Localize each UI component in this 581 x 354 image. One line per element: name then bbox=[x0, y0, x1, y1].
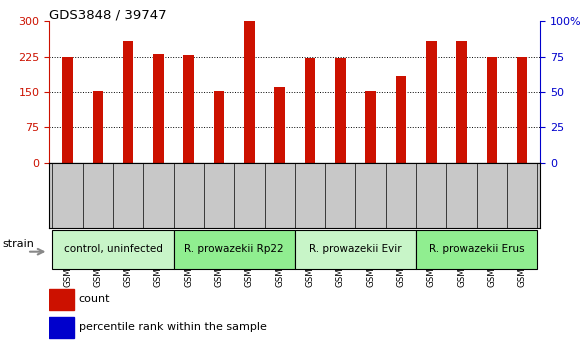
Bar bbox=[486, 57, 497, 163]
Bar bbox=[517, 57, 528, 163]
Bar bbox=[365, 91, 376, 163]
Bar bbox=[214, 91, 224, 163]
Bar bbox=[396, 75, 406, 163]
Bar bbox=[456, 41, 467, 163]
Text: percentile rank within the sample: percentile rank within the sample bbox=[79, 322, 267, 332]
Text: count: count bbox=[79, 294, 110, 304]
Text: GDS3848 / 39747: GDS3848 / 39747 bbox=[49, 9, 167, 22]
Bar bbox=[304, 58, 315, 163]
Bar bbox=[49, 317, 74, 338]
Bar bbox=[416, 230, 537, 269]
Bar bbox=[52, 230, 174, 269]
Text: strain: strain bbox=[2, 239, 34, 250]
Bar bbox=[62, 57, 73, 163]
Text: R. prowazekii Evir: R. prowazekii Evir bbox=[309, 244, 402, 254]
Bar bbox=[49, 289, 74, 309]
Text: control, uninfected: control, uninfected bbox=[63, 244, 163, 254]
Bar bbox=[123, 41, 134, 163]
Bar bbox=[244, 21, 254, 163]
Bar bbox=[335, 58, 346, 163]
Bar bbox=[274, 87, 285, 163]
Text: R. prowazekii Erus: R. prowazekii Erus bbox=[429, 244, 525, 254]
Bar bbox=[174, 230, 295, 269]
Bar bbox=[92, 91, 103, 163]
Bar bbox=[426, 41, 436, 163]
Text: R. prowazekii Rp22: R. prowazekii Rp22 bbox=[184, 244, 284, 254]
Bar bbox=[184, 55, 194, 163]
Bar bbox=[295, 230, 416, 269]
Bar bbox=[153, 54, 164, 163]
